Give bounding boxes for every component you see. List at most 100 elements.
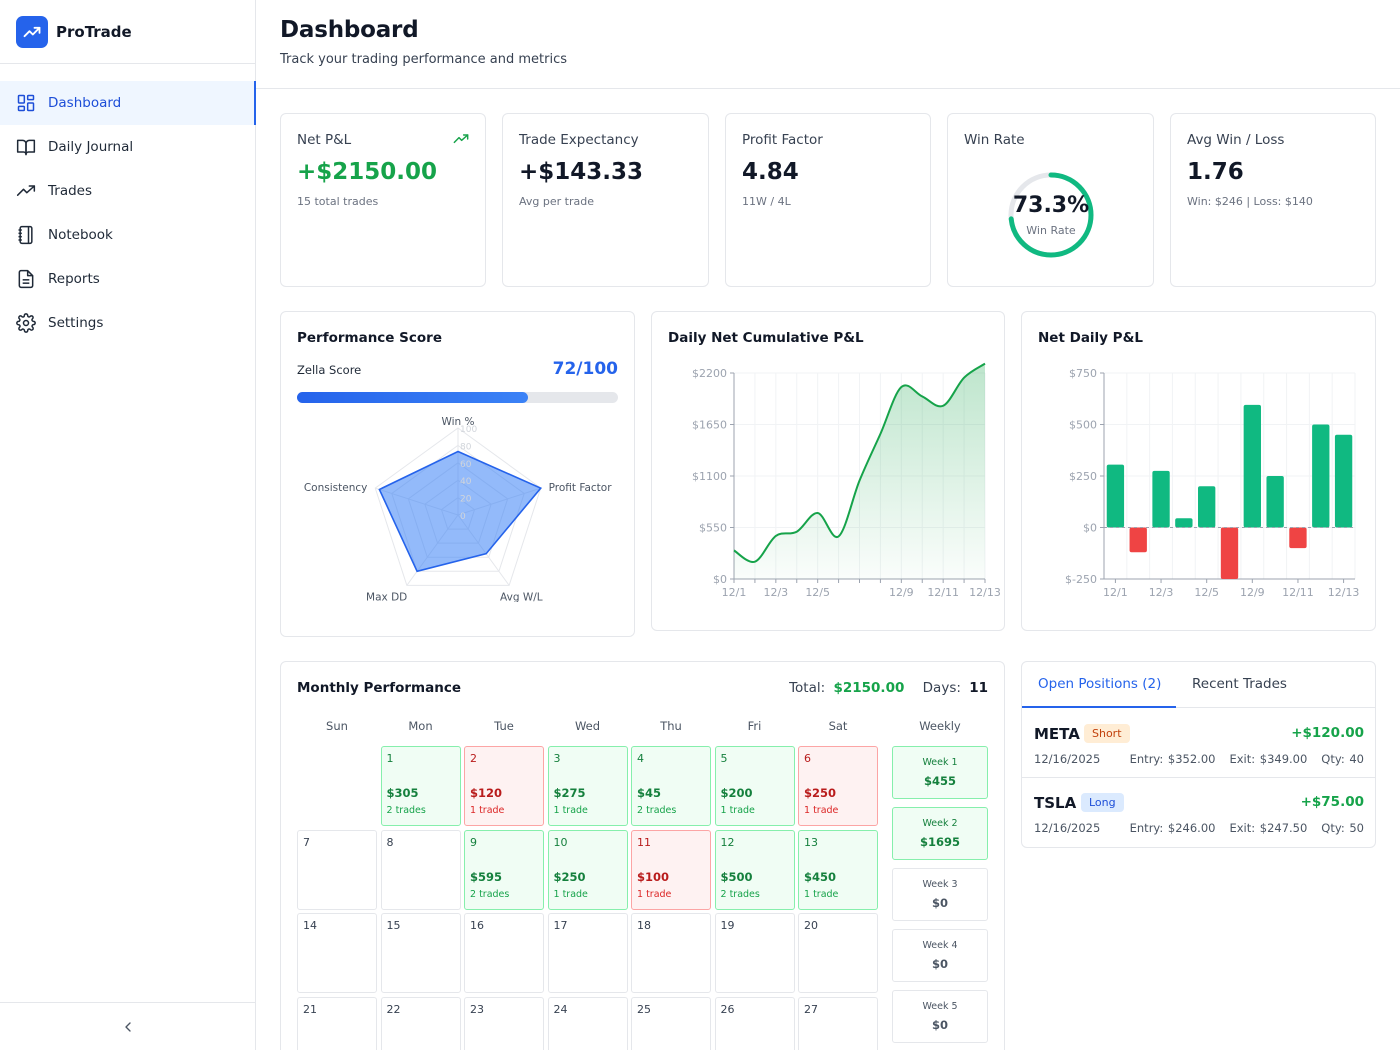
weekday-header: Wed [574, 719, 601, 733]
calendar-day[interactable]: 16 [464, 913, 544, 993]
win-rate-sub: Win Rate [1026, 224, 1076, 237]
x-tick-label: 12/3 [763, 586, 788, 599]
trade-expectancy-card: Trade Expectancy +$143.33 Avg per trade [502, 113, 709, 287]
radar-tick-label: 40 [460, 477, 472, 487]
calendar-day[interactable]: 22 [380, 996, 461, 1050]
sidebar-item-dashboard[interactable]: Dashboard [0, 81, 256, 125]
x-tick-label: 12/5 [1194, 586, 1219, 599]
calendar-day[interactable]: 15 [380, 913, 461, 993]
day-pnl: $250 [553, 869, 586, 884]
radar-axis-label: Consistency [304, 482, 368, 494]
day-pnl: $45 [637, 786, 662, 800]
day-number: 16 [470, 919, 484, 932]
calendar-day[interactable]: 6 $250 1 trade [798, 746, 878, 826]
calendar-day[interactable]: 24 [547, 996, 628, 1050]
day-number: 14 [303, 919, 317, 932]
calendar-day[interactable]: 8 [380, 829, 461, 910]
calendar-day[interactable]: 7 [297, 829, 377, 910]
win-rate-label: Win Rate [964, 132, 1025, 148]
calendar-day[interactable]: 19 [714, 913, 795, 993]
calendar-day[interactable]: 3 $275 1 trade [547, 746, 628, 826]
calendar-day[interactable]: 12 $500 2 trades [714, 829, 795, 910]
calendar-day[interactable]: 14 [297, 913, 377, 993]
calendar-day[interactable]: 20 [798, 913, 878, 993]
calendar-day[interactable]: 11 $100 1 trade [631, 829, 711, 910]
position-row[interactable]: META Short +$120.00 12/16/2025 Entry: $3… [1022, 709, 1376, 778]
calendar-day[interactable]: 13 $450 1 trade [798, 829, 878, 910]
sidebar-item-label: Daily Journal [48, 139, 134, 155]
calendar-day[interactable]: 1 $305 2 trades [380, 746, 461, 826]
calendar-day[interactable]: 5 $200 1 trade [714, 746, 795, 826]
collapse-sidebar-button[interactable] [0, 1002, 255, 1050]
weekly-header: Weekly [919, 719, 961, 733]
sidebar-item-label: Reports [48, 271, 100, 287]
x-tick-label: 12/9 [1240, 586, 1265, 599]
day-pnl: $500 [720, 869, 753, 884]
position-entry: Entry: $246.00 [1129, 821, 1216, 835]
day-trade-count: 1 trade [720, 805, 755, 816]
page-header: Dashboard Track your trading performance… [256, 0, 1400, 89]
sidebar-item-label: Settings [48, 315, 104, 331]
sidebar-item-daily-journal[interactable]: Daily Journal [0, 125, 255, 169]
day-trade-count: 1 trade [553, 888, 588, 900]
win-rate-card: Win Rate 73.3% Win Rate [947, 113, 1154, 287]
day-pnl: $250 [804, 786, 837, 800]
trade-expectancy-label: Trade Expectancy [519, 132, 639, 148]
calendar-day[interactable]: 27 [798, 996, 878, 1050]
day-number: 26 [720, 1002, 735, 1016]
avg-win-loss-sub: Win: $246 | Loss: $140 [1187, 195, 1313, 208]
sidebar-item-settings[interactable]: Settings [0, 301, 255, 345]
brand-name: ProTrade [56, 22, 132, 41]
calendar-day[interactable]: 26 [714, 996, 795, 1050]
calendar-day[interactable]: 10 $250 1 trade [547, 829, 628, 910]
calendar-day[interactable]: 9 $595 2 trades [464, 829, 544, 910]
sidebar-item-reports[interactable]: Reports [0, 257, 255, 301]
page-subtitle: Track your trading performance and metri… [280, 52, 568, 67]
net-daily-pnl-title: Net Daily P&L [1038, 330, 1143, 346]
calendar-day[interactable]: 2 $120 1 trade [464, 746, 544, 826]
radar-value-area [378, 450, 543, 573]
x-tick-label: 12/13 [969, 586, 1001, 599]
day-number: 15 [386, 919, 401, 932]
calendar-day[interactable]: 18 [631, 913, 711, 993]
radar-chart: 100 80 60 40 20 0 Win % Profit Factor Avg W/L Max… [304, 416, 612, 602]
monthly-performance-card: Monthly Performance Total: $2150.00 Days… [280, 661, 1005, 1050]
day-pnl: $305 [386, 786, 419, 800]
net-pnl-label: Net P&L [297, 132, 352, 148]
avg-win-loss-value: 1.76 [1187, 159, 1244, 185]
win-rate-value: 73.3% [1012, 193, 1090, 218]
position-qty: Qty: 40 [1321, 752, 1364, 766]
weekly-summary: Week 4 $0 [892, 929, 988, 982]
x-tick-label: 12/9 [889, 586, 914, 599]
brand[interactable]: ProTrade [0, 0, 255, 64]
day-number: 22 [386, 1002, 401, 1016]
sidebar-item-label: Notebook [48, 227, 113, 243]
sidebar-item-trades[interactable]: Trades [0, 169, 255, 213]
y-tick-label: $1100 [692, 470, 727, 483]
day-trade-count: 1 trade [470, 805, 505, 816]
sidebar-item-notebook[interactable]: Notebook [0, 213, 255, 257]
performance-score-title: Performance Score [297, 330, 442, 346]
page-title: Dashboard [280, 17, 419, 43]
grid-icon [17, 94, 35, 112]
day-trade-count: 1 trade [804, 805, 839, 816]
day-trade-count: 2 trades [637, 805, 677, 816]
monthly-summary: Total: $2150.00 Days: 11 [789, 680, 988, 696]
calendar-day[interactable]: 25 [631, 996, 711, 1050]
position-pnl: +$75.00 [1300, 794, 1364, 810]
week-value: $0 [931, 957, 948, 971]
position-details: Entry: $246.00 Exit: $247.50 Qty: 50 [1130, 821, 1364, 835]
tab-recent-trades[interactable]: Recent Trades [1192, 676, 1287, 692]
bar [1129, 527, 1147, 553]
calendar-day[interactable]: 4 $45 2 trades [631, 746, 711, 826]
position-row[interactable]: TSLA Long +$75.00 12/16/2025 Entry: $246… [1022, 778, 1376, 847]
calendar-day[interactable]: 17 [547, 913, 628, 993]
position-side-badge: Short [1084, 724, 1130, 743]
calendar-day[interactable]: 21 [297, 996, 377, 1050]
calendar-day[interactable]: 23 [464, 996, 544, 1050]
net-pnl-card: Net P&L +$2150.00 15 total trades [280, 113, 486, 287]
weekly-summary: Week 2 $1695 [892, 807, 988, 860]
tab-open-positions[interactable]: Open Positions (2) [1038, 676, 1162, 692]
day-number: 1 [386, 752, 394, 765]
week-label: Week 2 [922, 818, 958, 829]
